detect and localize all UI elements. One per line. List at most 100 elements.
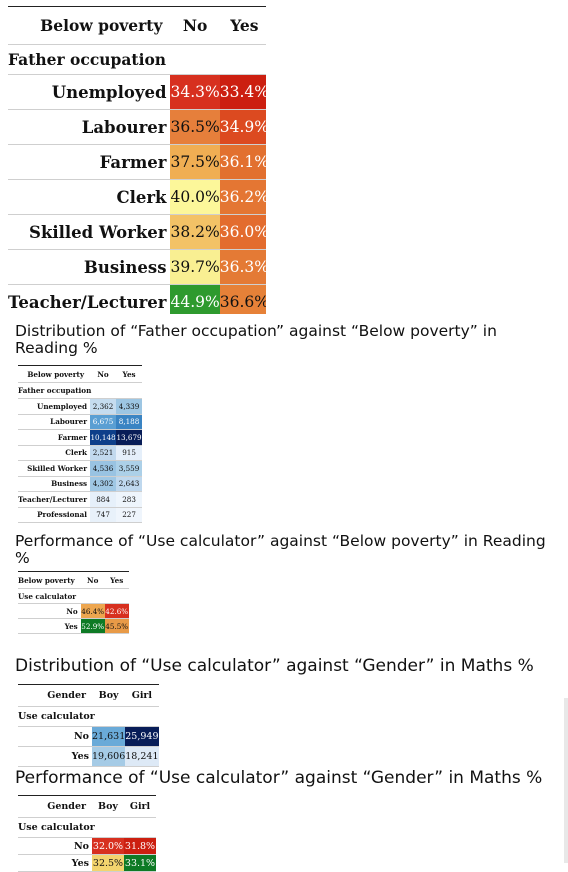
table-row: Yes 19,606 18,241 [18,746,159,767]
value-cell: 46.4% [80,603,105,619]
table-row: No 21,631 25,949 [18,726,159,747]
value-cell: 33.1% [124,854,156,872]
col-header: Girl [129,801,151,812]
caption-2: Distribution of “Father occupation” agai… [15,322,497,357]
header-row: Below poverty No Yes [18,365,143,383]
row-label: Business [18,476,91,492]
value-cell: 44.9% [170,284,220,314]
row-label: Unemployed [8,74,171,110]
row-label: Unemployed [18,398,91,415]
value-cell: 18,241 [125,746,159,767]
col-header: Boy [98,801,118,812]
row-label: Teacher/Lecturer [8,284,171,314]
table-2: Below poverty No Yes Father occupation Unemp… [18,365,143,523]
row-label: Business [8,249,171,285]
col-group-header: Below poverty [18,575,75,585]
value-cell: 8,188 [116,414,143,430]
caption-4: Distribution of “Use calculator” against… [15,656,534,676]
row-label: Clerk [8,179,171,215]
header-row: Gender Boy Girl [18,684,159,707]
row-label: Skilled Worker [8,214,171,250]
col-header: Yes [230,16,259,35]
value-cell: 283 [116,491,143,508]
table-row: Business 4,302 2,643 [18,476,143,492]
table-row: Professional 747 227 [18,507,143,523]
table-row: Clerk 40.0% 36.2% [8,179,266,215]
value-cell: 2,643 [116,476,143,492]
table-4: Gender Boy Girl Use calculator No 21,631 25,94… [18,684,159,767]
col-group-header: Below poverty [40,16,163,35]
table-row: Farmer 10,148 13,679 [18,429,143,446]
table-4-container: Gender Boy Girl Use calculator No 21,631 25,94… [18,684,159,767]
table-row: Labourer 6,675 8,188 [18,414,143,430]
row-label: Skilled Worker [18,460,91,477]
row-group-row: Use calculator [18,817,156,838]
row-label: No [18,726,92,747]
row-group-header: Use calculator [18,706,159,727]
value-cell: 32.5% [92,854,124,872]
col-header: No [182,16,208,35]
row-group-row: Use calculator [18,588,129,604]
value-cell: 34.9% [219,109,266,145]
value-cell: 31.8% [124,837,156,855]
value-cell: 2,521 [90,445,117,461]
table-row: No 46.4% 42.6% [18,603,129,619]
value-cell: 884 [90,491,117,508]
table-5: Gender Boy Girl Use calculator No 32.0% 31.8% Y… [18,795,156,872]
table-row: Teacher/Lecturer 44.9% 36.6% [8,284,266,314]
row-label: Labourer [18,414,91,430]
table-row: Teacher/Lecturer 884 283 [18,491,143,508]
value-cell: 34.3% [170,74,220,110]
value-cell: 13,679 [116,429,143,446]
table-5-container: Gender Boy Girl Use calculator No 32.0% 31.8% Y… [18,795,156,872]
col-group-header: Gender [47,801,86,812]
header-row: Gender Boy Girl [18,795,156,818]
value-cell: 4,339 [116,398,143,415]
table-3: Below poverty No Yes Use calculator No 46.4% 4… [18,571,129,634]
table-row: Business 39.7% 36.3% [8,249,266,285]
table-1: Below poverty No Yes Father occupation U… [8,6,266,314]
table-3-container: Below poverty No Yes Use calculator No 46.4% 4… [18,571,129,634]
table-row: No 32.0% 31.8% [18,837,156,855]
value-cell: 915 [116,445,143,461]
value-cell: 39.7% [170,249,220,285]
row-label: Yes [18,746,92,767]
value-cell: 36.1% [219,144,266,180]
table-row: Farmer 37.5% 36.1% [8,144,266,180]
col-header: Boy [98,690,119,701]
row-group-header: Use calculator [18,817,156,838]
value-cell: 10,148 [90,429,117,446]
scrollbar[interactable] [564,698,568,863]
value-cell: 747 [90,507,117,523]
row-group-header: Use calculator [18,588,129,604]
caption-3: Performance of “Use calculator” against … [15,532,546,567]
col-header: No [87,575,99,585]
table-row: Yes 52.9% 45.5% [18,618,129,634]
value-cell: 36.2% [219,179,266,215]
table-row: Yes 32.5% 33.1% [18,854,156,872]
row-label: Farmer [8,144,171,180]
value-cell: 36.5% [170,109,220,145]
header-row: Below poverty No Yes [18,571,129,589]
value-cell: 227 [116,507,143,523]
table-row: Skilled Worker 38.2% 36.0% [8,214,266,250]
row-label: Clerk [18,445,91,461]
row-group-row: Father occupation [18,382,143,399]
value-cell: 21,631 [92,726,126,747]
col-header: Girl [131,690,153,701]
row-group-row: Use calculator [18,706,159,727]
row-label: Labourer [8,109,171,145]
caption-5: Performance of “Use calculator” against … [15,768,543,788]
value-cell: 40.0% [170,179,220,215]
value-cell: 38.2% [170,214,220,250]
row-group-header: Father occupation [8,44,266,75]
table-2-container: Below poverty No Yes Father occupation Unemp… [18,365,143,523]
row-label: Professional [18,507,91,523]
table-1-container: Below poverty No Yes Father occupation U… [0,6,266,314]
row-label: Teacher/Lecturer [18,491,91,508]
row-group-header: Father occupation [18,382,143,399]
col-group-header: Below poverty [27,369,85,379]
col-header: Yes [122,369,136,379]
value-cell: 36.3% [219,249,266,285]
value-cell: 42.6% [104,603,129,619]
